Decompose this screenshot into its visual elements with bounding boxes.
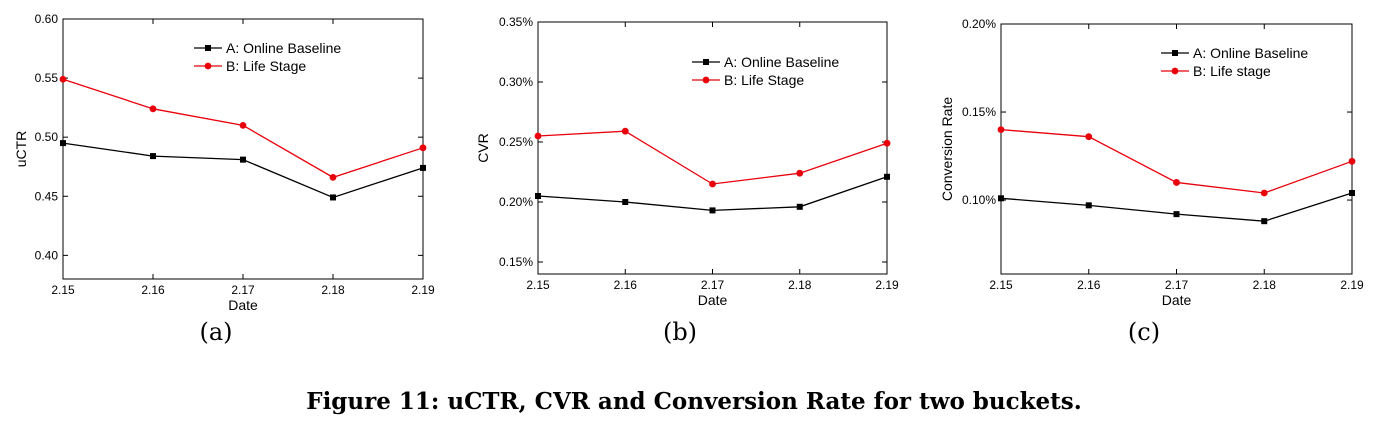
x-tick-label: 2.15 [51, 283, 75, 297]
x-axis-label: Date [1162, 292, 1192, 308]
data-point-square [330, 194, 336, 201]
data-point-circle [59, 75, 67, 83]
data-point-circle [329, 173, 337, 181]
legend-marker-circle [702, 76, 710, 84]
data-point-circle [796, 169, 804, 177]
legend-marker-circle [1171, 67, 1179, 75]
legend-marker-square [1172, 50, 1178, 56]
y-tick-label: 0.45 [35, 189, 59, 203]
legend-label: B: Life Stage [226, 58, 306, 74]
y-axis-label: uCTR [13, 131, 29, 168]
legend-marker-square [205, 45, 211, 51]
y-tick-label: 0.15% [962, 105, 996, 119]
legend-label: B: Life stage [1193, 63, 1271, 79]
data-point-circle [239, 121, 247, 129]
x-axis-label: Date [698, 292, 728, 308]
y-tick-label: 0.20% [962, 17, 996, 31]
y-tick-label: 0.35% [499, 15, 533, 29]
x-tick-label: 2.17 [231, 283, 255, 297]
chart-panel-c: 2.15 2.16 2.17 2.18 2.19 0.10% 0.15% 0.20% Date C… [935, 0, 1375, 360]
data-point-square [1261, 218, 1268, 225]
legend-marker-circle [204, 62, 212, 70]
data-point-square [709, 207, 716, 214]
y-axis-label: Conversion Rate [939, 97, 955, 201]
legend-label: A: Online Baseline [226, 40, 341, 56]
series-line [62, 142, 424, 199]
data-point-circle [1260, 189, 1268, 197]
y-tick-label: 0.15% [499, 255, 533, 269]
y-axis-label: CVR [475, 133, 491, 163]
data-point-square [998, 195, 1004, 202]
legend-marker-square [703, 59, 709, 65]
data-point-square [60, 140, 66, 147]
data-point-square [796, 203, 803, 210]
data-point-square [150, 153, 156, 160]
y-tick-label: 0.25% [499, 135, 533, 149]
x-tick-label: 2.16 [614, 278, 638, 292]
y-tick-label: 0.20% [499, 195, 533, 209]
x-axis-label: Date [228, 297, 258, 313]
legend-label: A: Online Baseline [724, 54, 839, 70]
chart-c: 2.15 2.16 2.17 2.18 2.19 0.10% 0.15% 0.20% Date C… [939, 17, 1364, 308]
figure-caption: Figure 11: uCTR, CVR and Conversion Rate… [306, 388, 1082, 415]
chart-panel-a: 2.15 2.16 2.17 2.18 2.19 0.40 0.45 0.50 0.55 0.60… [0, 0, 440, 360]
data-point-circle [1348, 157, 1356, 165]
data-point-circle [149, 105, 157, 113]
data-point-circle [621, 127, 629, 135]
data-point-circle [883, 139, 891, 147]
x-tick-label: 2.19 [411, 283, 435, 297]
y-tick-label: 0.55 [35, 71, 59, 85]
y-tick-label: 0.60 [35, 12, 59, 26]
x-tick-label: 2.18 [1253, 278, 1277, 292]
x-tick-label: 2.17 [1165, 278, 1189, 292]
plot-frame [1000, 23, 1353, 275]
data-point-square [884, 173, 890, 180]
data-point-square [1173, 211, 1180, 218]
chart-a-sublabel: (a) [199, 318, 233, 346]
data-point-circle [1173, 179, 1180, 186]
data-point-square [535, 193, 541, 199]
data-point-circle [419, 144, 427, 152]
chart-b-sublabel: (b) [662, 318, 698, 346]
data-point-square [622, 199, 629, 205]
data-point-circle [997, 126, 1005, 134]
chart-panel-b: 2.15 2.16 2.17 2.18 2.19 0.15% 0.20% 0.25% 0.30%… [470, 0, 910, 360]
y-tick-label: 0.40 [35, 248, 59, 262]
data-point-square [1349, 190, 1355, 197]
y-tick-label: 0.30% [499, 75, 533, 89]
legend-label: B: Life Stage [724, 72, 804, 88]
data-point-square [240, 156, 246, 163]
x-tick-label: 2.16 [1077, 278, 1101, 292]
chart-a: 2.15 2.16 2.17 2.18 2.19 0.40 0.45 0.50 0.55 0.60… [13, 12, 435, 313]
x-tick-label: 2.18 [788, 278, 812, 292]
x-tick-label: 2.18 [321, 283, 345, 297]
x-tick-label: 2.19 [1340, 278, 1364, 292]
data-point-square [420, 164, 426, 171]
legend-label: A: Online Baseline [1193, 45, 1308, 61]
chart-c-sublabel: (c) [1127, 318, 1161, 346]
x-tick-label: 2.19 [875, 278, 899, 292]
series-line [537, 130, 888, 185]
chart-b: 2.15 2.16 2.17 2.18 2.19 0.15% 0.20% 0.25% 0.30%… [475, 15, 899, 308]
y-tick-label: 0.10% [962, 193, 996, 207]
x-tick-label: 2.15 [526, 278, 550, 292]
data-point-circle [534, 132, 542, 140]
y-tick-label: 0.50 [35, 130, 59, 144]
data-point-square [1085, 202, 1092, 209]
x-tick-label: 2.17 [701, 278, 725, 292]
x-tick-label: 2.15 [989, 278, 1013, 292]
x-tick-label: 2.16 [141, 283, 165, 297]
data-point-circle [709, 180, 716, 188]
data-point-circle [1085, 133, 1093, 141]
